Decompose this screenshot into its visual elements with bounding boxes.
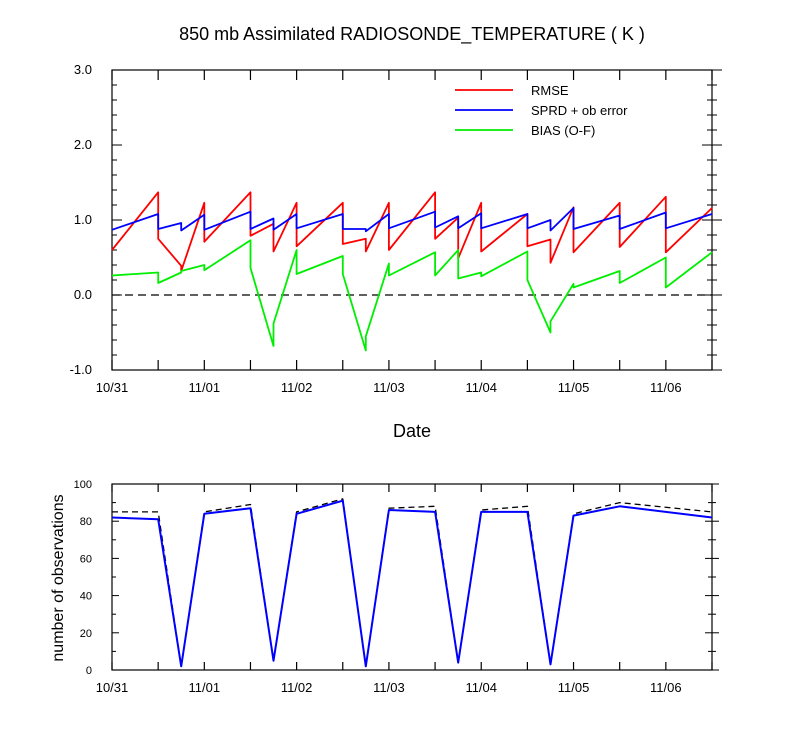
sprd-line xyxy=(111,207,713,233)
x-tick-label: 11/06 xyxy=(650,380,682,395)
y-tick-label: 1.0 xyxy=(74,212,92,227)
y-tick-label: 40 xyxy=(80,591,92,603)
y-tick-label: 0 xyxy=(86,665,92,677)
x-axis-label: Date xyxy=(393,421,431,441)
top-series-group xyxy=(111,191,713,352)
y-tick-label: -1.0 xyxy=(70,362,92,377)
bias-line xyxy=(111,239,713,352)
y-tick-label: 60 xyxy=(80,553,92,565)
x-tick-label: 10/31 xyxy=(96,380,129,395)
x-tick-label: 11/03 xyxy=(373,380,405,395)
x-tick-label: 11/04 xyxy=(465,380,497,395)
y-tick-label: 80 xyxy=(80,516,92,528)
bottom-axes: 10/31 11/01 11/02 11/03 11/04 11/05 11/06 0 20 40… xyxy=(74,479,719,695)
x-tick-label: 11/06 xyxy=(650,680,682,695)
legend: RMSE SPRD + ob error BIAS (O-F) xyxy=(455,83,628,138)
y-axis-label-observations: number of observations xyxy=(50,494,67,661)
x-tick-label: 11/05 xyxy=(558,680,590,695)
bottom-series-group xyxy=(111,498,713,668)
x-tick-label: 11/03 xyxy=(373,680,405,695)
x-tick-label: 11/04 xyxy=(465,680,497,695)
x-tick-label: 11/02 xyxy=(281,680,313,695)
legend-label-sprd: SPRD + ob error xyxy=(531,103,628,118)
x-tick-label: 11/02 xyxy=(281,380,313,395)
x-tick-label: 11/01 xyxy=(189,680,221,695)
rmse-line xyxy=(111,191,713,272)
legend-label-rmse: RMSE xyxy=(531,83,569,98)
chart-title: 850 mb Assimilated RADIOSONDE_TEMPERATUR… xyxy=(179,24,645,45)
y-tick-label: 3.0 xyxy=(74,62,92,77)
y-tick-label: 100 xyxy=(74,479,92,491)
top-plot: 10/31 11/01 11/02 11/03 11/04 11/05 11/06 -1.0 0… xyxy=(70,62,722,441)
y-tick-label: 2.0 xyxy=(74,137,92,152)
x-tick-label: 10/31 xyxy=(96,680,129,695)
x-tick-label: 11/05 xyxy=(558,380,590,395)
y-tick-label: 20 xyxy=(80,628,92,640)
legend-label-bias: BIAS (O-F) xyxy=(531,123,595,138)
y-tick-label: 0.0 xyxy=(74,287,92,302)
x-tick-label: 11/01 xyxy=(189,380,221,395)
top-axes: 10/31 11/01 11/02 11/03 11/04 11/05 11/06 -1.0 0… xyxy=(70,62,722,395)
bottom-plot: 10/31 11/01 11/02 11/03 11/04 11/05 11/06 0 20 40… xyxy=(50,479,719,695)
obs-used-line xyxy=(111,499,713,668)
